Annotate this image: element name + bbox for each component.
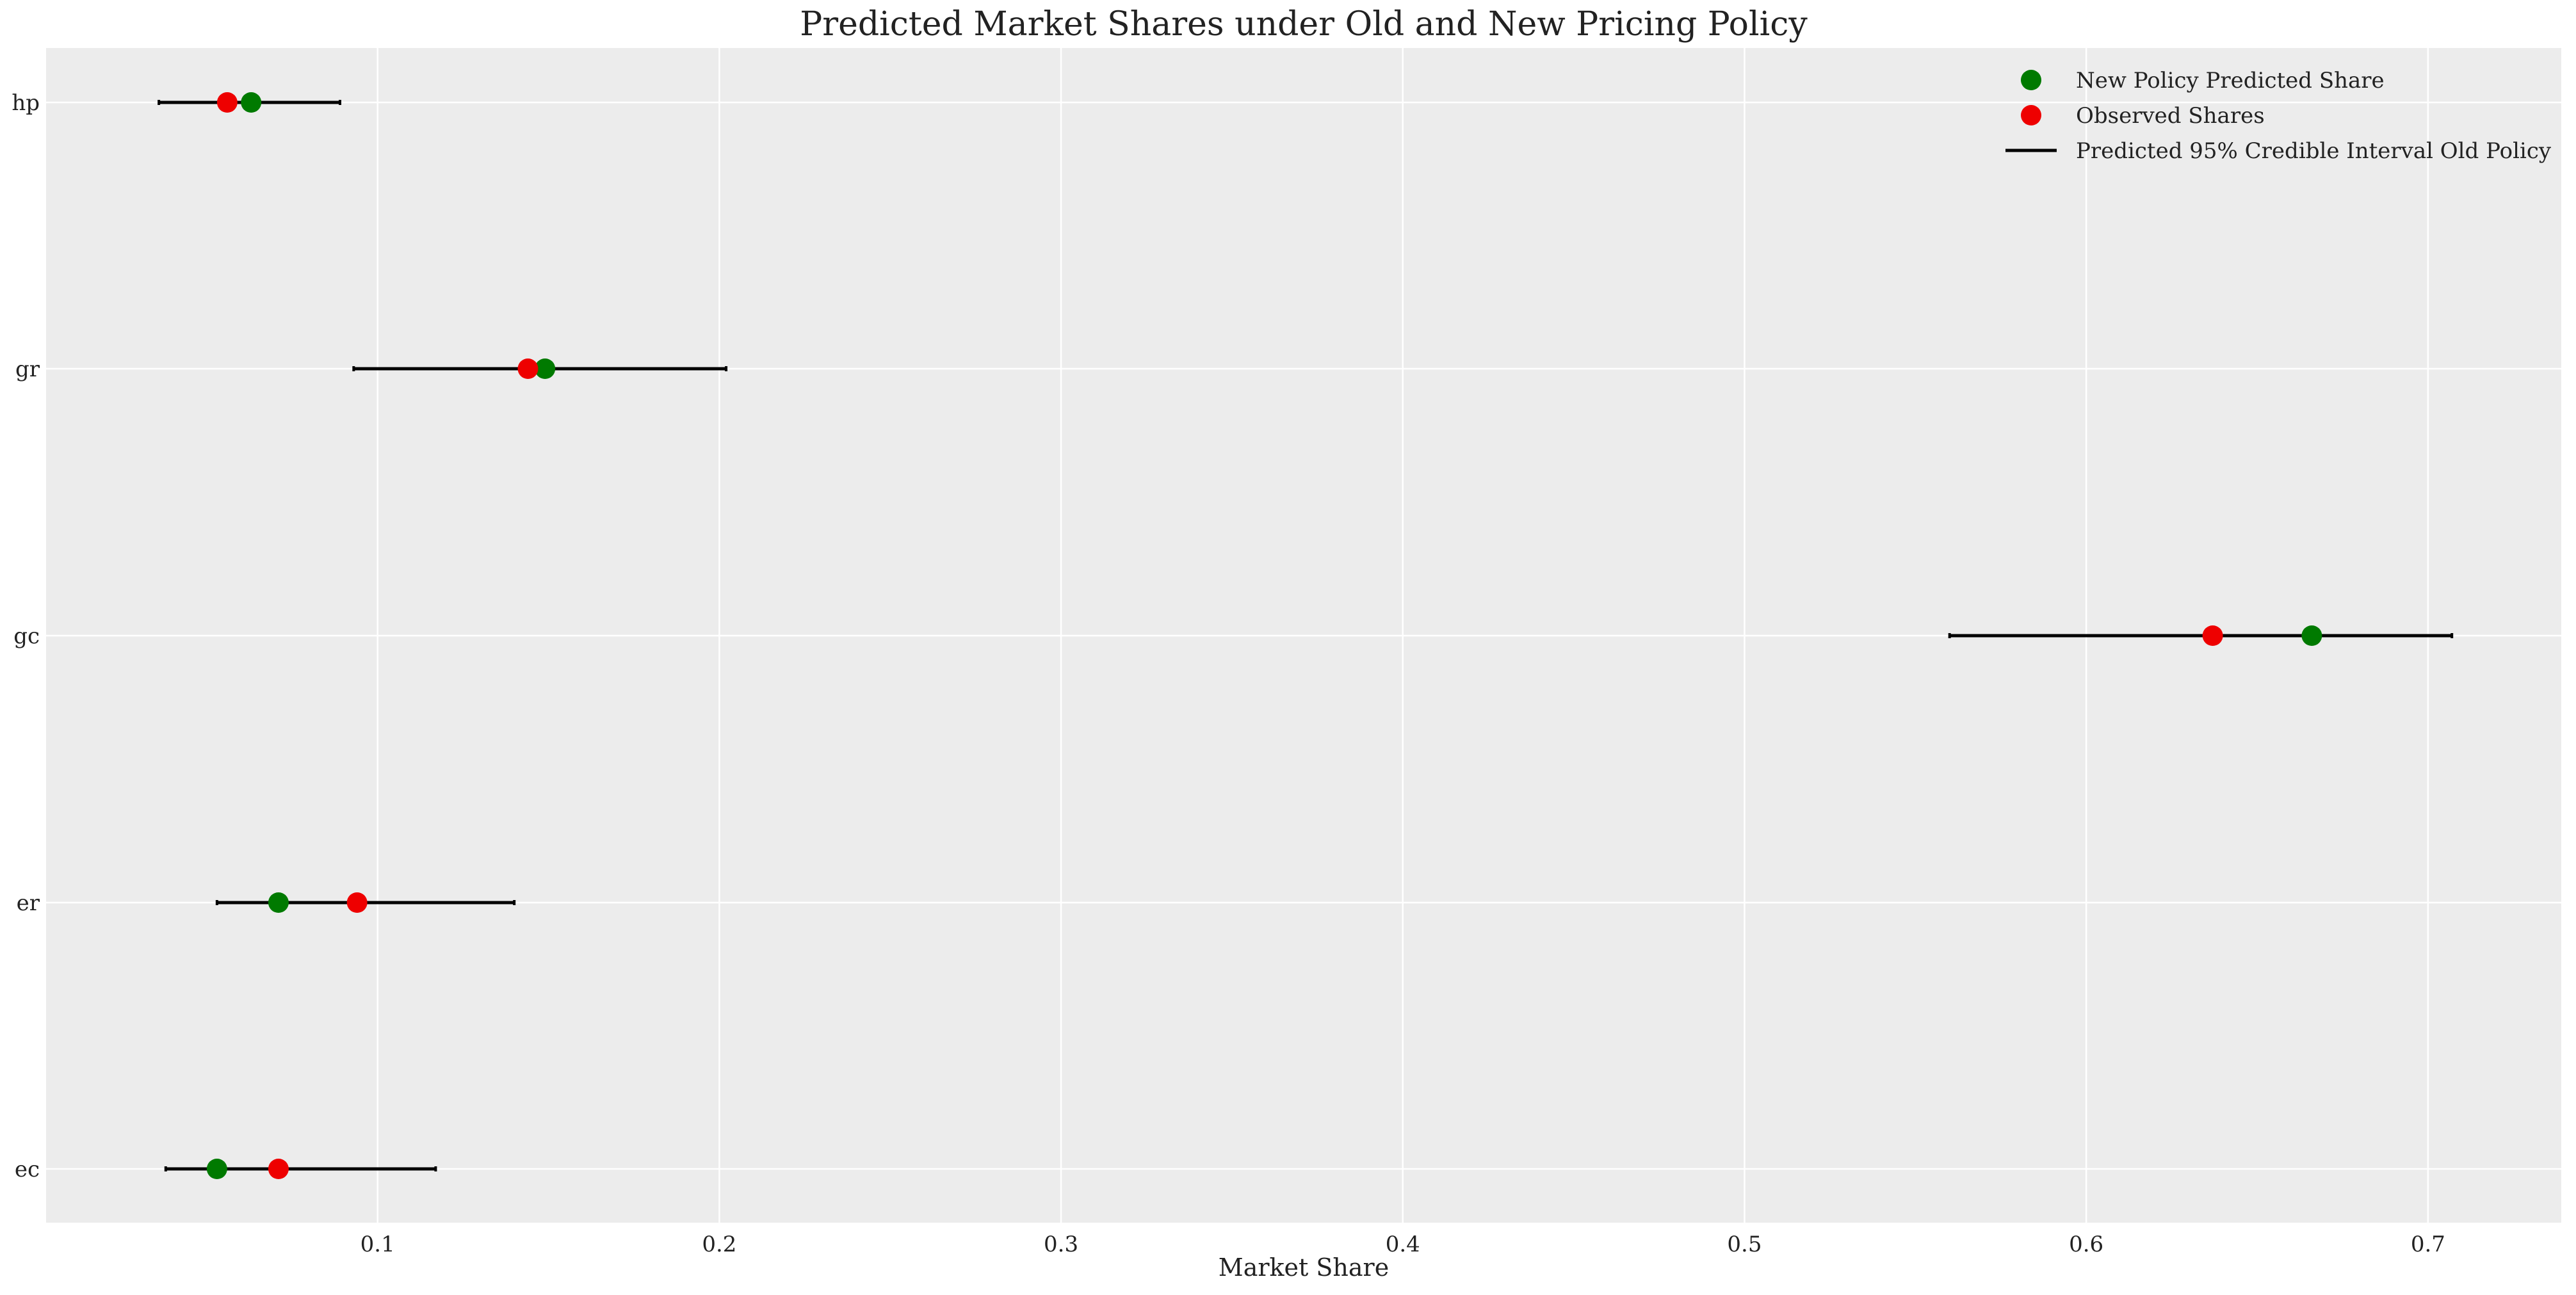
- y-tick-label: er: [17, 890, 40, 916]
- new-policy-point: [268, 892, 289, 913]
- observed-point: [346, 892, 368, 913]
- x-tick-label: 0.5: [1727, 1232, 1762, 1257]
- data-marks: [158, 92, 2454, 1179]
- legend-marker-observed: [2021, 105, 2041, 125]
- x-axis-label: Market Share: [1219, 1253, 1389, 1282]
- observed-point: [268, 1159, 289, 1179]
- chart-title: Predicted Market Shares under Old and Ne…: [800, 5, 1808, 44]
- x-tick-label: 0.7: [2411, 1232, 2445, 1257]
- new-policy-point: [535, 358, 556, 379]
- y-tick-label: ec: [15, 1157, 40, 1182]
- legend-label: Predicted 95% Credible Interval Old Poli…: [2076, 138, 2552, 164]
- observed-point: [216, 92, 238, 113]
- x-tick-labels: 0.1 0.2 0.3 0.4 0.5 0.6 0.7: [360, 1232, 2445, 1257]
- new-policy-point: [2301, 625, 2322, 646]
- x-tick-label: 0.3: [1044, 1232, 1078, 1257]
- new-policy-point: [241, 92, 262, 113]
- y-tick-label: gc: [13, 623, 40, 649]
- legend-label: Observed Shares: [2076, 103, 2265, 129]
- new-policy-point: [206, 1159, 227, 1179]
- observed-point: [517, 358, 539, 379]
- x-tick-label: 0.6: [2069, 1232, 2103, 1257]
- legend-label: New Policy Predicted Share: [2076, 68, 2385, 93]
- x-tick-label: 0.1: [360, 1232, 395, 1257]
- legend-marker-new-policy: [2021, 70, 2041, 90]
- x-tick-label: 0.2: [702, 1232, 736, 1257]
- y-tick-label: hp: [12, 90, 40, 116]
- x-tick-label: 0.4: [1386, 1232, 1420, 1257]
- y-tick-labels: hp gr gc er ec: [12, 90, 40, 1182]
- observed-point: [2202, 625, 2223, 646]
- legend: New Policy Predicted Share Observed Share…: [2005, 68, 2552, 164]
- y-tick-label: gr: [15, 357, 40, 382]
